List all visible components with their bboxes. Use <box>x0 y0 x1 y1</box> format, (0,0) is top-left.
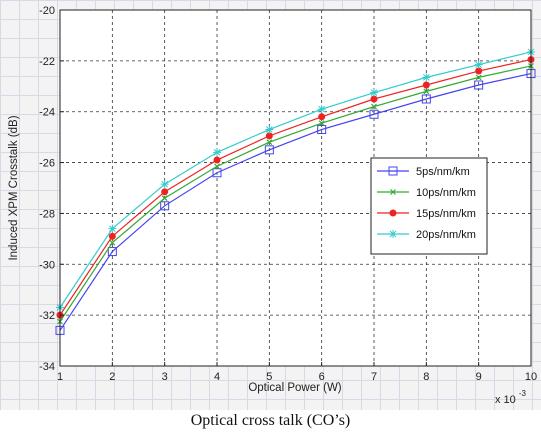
series-line <box>59 58 532 316</box>
data-point <box>213 148 221 157</box>
y-tick-label: -32 <box>39 310 55 322</box>
x-multiplier-base: x 10 <box>495 394 516 406</box>
data-point <box>161 188 169 196</box>
data-point <box>107 247 117 257</box>
data-point <box>474 80 484 90</box>
figure-caption: Optical cross talk (CO’s) <box>190 412 351 429</box>
data-point <box>318 113 326 121</box>
data-point <box>108 224 117 233</box>
data-point <box>160 180 169 189</box>
chart: -20 -22 -24 -26 -28 -30 -32 -34 1 2 3 4 5 6 7 8 9 10 Opt… <box>8 5 537 406</box>
x-axis-multiplier: x 10 -3 <box>495 389 527 406</box>
legend-marker <box>388 166 398 176</box>
data-point <box>317 105 326 114</box>
data-point <box>423 88 430 95</box>
y-tick-label: -24 <box>39 107 55 119</box>
legend-label: 5ps/nm/km <box>416 166 470 178</box>
x-tick-label: 1 <box>57 371 63 383</box>
data-point <box>265 125 274 134</box>
data-point <box>264 145 274 155</box>
data-point <box>370 88 378 97</box>
y-tick-labels: -20 -22 -24 -26 -28 -30 -32 -34 <box>39 5 64 373</box>
x-axis-label: Optical Power (W) <box>248 382 341 394</box>
legend-marker <box>389 230 397 238</box>
x-tick-label: 3 <box>162 371 168 383</box>
data-point <box>213 156 221 164</box>
data-point <box>421 94 431 104</box>
legend-box <box>370 157 488 255</box>
x-tick-label: 5 <box>266 371 272 383</box>
x-tick-label: 9 <box>476 371 482 383</box>
y-axis-label: Induced XPM Crosstalk (dB) <box>8 115 20 260</box>
x-tick-label: 8 <box>423 371 429 383</box>
legend-label: 10ps/nm/km <box>416 187 476 199</box>
x-tick-label: 10 <box>525 371 537 383</box>
series-lines <box>55 47 536 335</box>
x-tick-label: 2 <box>109 371 115 383</box>
legend-label: 20ps/nm/km <box>416 229 476 241</box>
x-tick-label: 4 <box>214 371 220 383</box>
y-tick-label: -26 <box>39 158 55 170</box>
data-point <box>422 73 431 82</box>
data-point <box>266 139 273 146</box>
data-point <box>265 132 273 140</box>
legend-marker <box>390 189 396 195</box>
data-point <box>212 168 222 178</box>
data-point <box>214 163 220 170</box>
data-point <box>422 81 430 89</box>
data-point <box>371 103 377 110</box>
data-point <box>475 67 483 75</box>
data-point <box>160 201 170 211</box>
series-line <box>59 51 532 308</box>
y-tick-label: -22 <box>39 56 55 68</box>
series-line <box>59 65 532 322</box>
data-point <box>475 74 482 81</box>
y-tick-label: -20 <box>39 5 55 17</box>
data-point <box>474 60 483 69</box>
y-tick-label: -28 <box>39 208 55 220</box>
data-point <box>370 95 378 103</box>
legend: 5ps/nm/km 10ps/nm/km 15ps/nm/km 20ps/nm/km <box>370 157 488 255</box>
data-point <box>317 125 327 135</box>
data-point <box>109 239 116 246</box>
data-point <box>369 109 379 119</box>
x-tick-labels: 1 2 3 4 5 6 7 8 9 10 <box>57 362 537 383</box>
legend-marker <box>389 209 397 217</box>
data-point <box>318 120 325 127</box>
x-multiplier-exponent: -3 <box>519 389 527 398</box>
x-tick-label: 6 <box>319 371 325 383</box>
plot-frame <box>59 9 532 367</box>
data-point <box>108 232 116 240</box>
series-line <box>59 72 532 331</box>
y-tick-label: -34 <box>39 361 55 373</box>
x-tick-label: 7 <box>371 371 377 383</box>
legend-label: 15ps/nm/km <box>416 208 476 220</box>
y-tick-label: -30 <box>39 259 55 271</box>
data-point <box>161 195 168 202</box>
series-2 <box>57 63 534 325</box>
